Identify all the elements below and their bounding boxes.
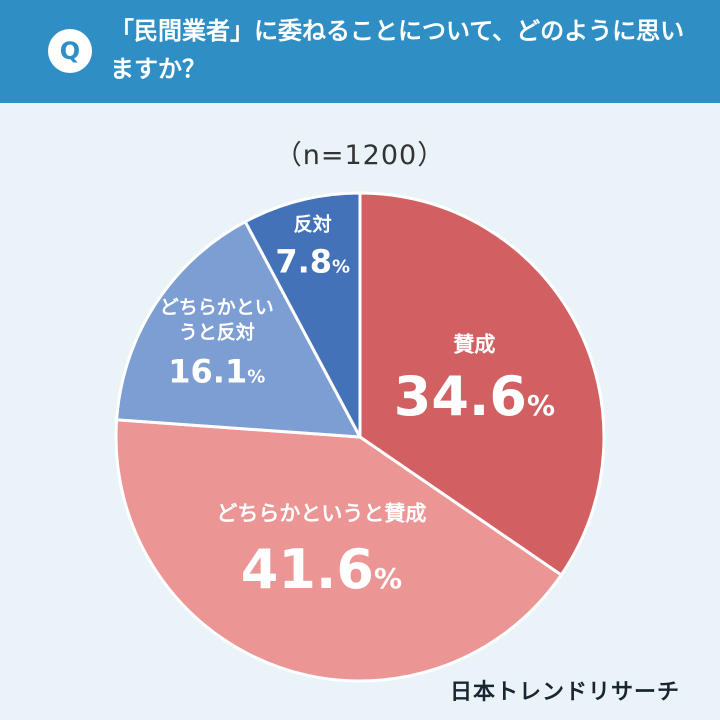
- question-header: Q 「民間業者」に委ねることについて、どのように思いますか？: [0, 0, 720, 103]
- slice-label: 反対 7.8%: [275, 213, 350, 281]
- slice-label: 賛成 34.6%: [394, 333, 555, 429]
- sample-size-label: （n=1200）: [274, 140, 446, 171]
- brand-logo: 日本トレンドリサーチ: [449, 680, 680, 705]
- slice-value-label: 41.6%: [241, 538, 402, 601]
- slice-category-label: どちらかというと賛成: [216, 502, 426, 526]
- pie-slice: [114, 418, 564, 683]
- slice-value-label: 7.8%: [275, 243, 350, 281]
- pie-slice: [115, 219, 363, 439]
- slice-category-label: 賛成: [453, 333, 495, 357]
- slice-value-label: 34.6%: [394, 365, 555, 428]
- question-badge: Q: [48, 29, 92, 73]
- slice-value-label: 16.1%: [168, 352, 265, 390]
- slice-category-label: うと反対: [179, 320, 255, 343]
- pie-slice: [358, 191, 606, 578]
- slice-category-label: 反対: [294, 213, 332, 236]
- slice-label: どちらかというと賛成 41.6%: [216, 502, 426, 602]
- slice-category-label: どちらかとい: [160, 296, 274, 318]
- question-text: 「民間業者」に委ねることについて、どのように思いますか？: [110, 17, 685, 83]
- pie-slice: [243, 191, 362, 438]
